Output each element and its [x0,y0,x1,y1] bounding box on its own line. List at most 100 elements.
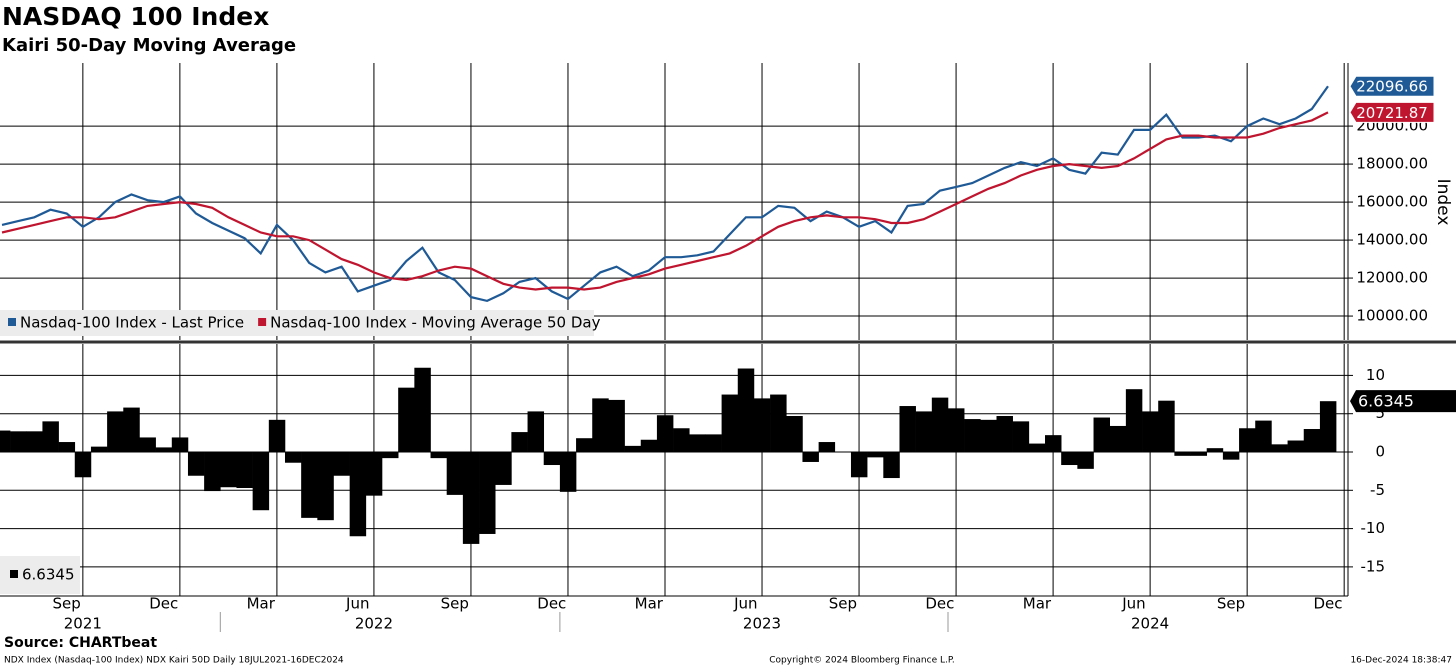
bar [1125,389,1143,452]
last-value-label: 22096.66 [1356,78,1428,96]
x-tick-label: Jun [1121,595,1145,613]
y-tick-label: 10 [1366,366,1385,384]
y-tick-label: 12000.00 [1356,269,1428,287]
bar [899,406,916,452]
bar [527,411,545,452]
bar [1239,428,1256,452]
bar [398,387,415,452]
bar [382,452,399,459]
y-tick-label: 0 [1375,443,1385,461]
bar [1093,417,1110,452]
x-year-label: 2024 [1131,615,1169,633]
legend-swatch [10,570,18,578]
bar [947,408,965,452]
bar [1061,452,1078,466]
bar [236,452,253,488]
y-tick-label: 5 [1375,404,1385,422]
x-tick-label: Jun [345,595,369,613]
bar [721,394,739,452]
bar [624,445,642,452]
bar [737,368,755,452]
x-year-label: 2022 [355,615,393,633]
x-tick-label: Sep [1217,595,1245,613]
bar [252,452,270,511]
bar [204,452,221,492]
bar [1158,400,1175,452]
bar [1222,452,1240,460]
bar [317,452,334,521]
last-value-tag [1349,75,1435,97]
legend-swatch [8,318,16,326]
x-tick-label: Sep [53,595,81,613]
x-tick-label: Dec [1313,595,1342,613]
legend-box [0,310,594,336]
chart-title: NASDAQ 100 Index [2,2,269,31]
legend-swatch [258,318,267,326]
bar [495,452,512,485]
legend-label: Nasdaq-100 Index - Moving Average 50 Day [270,314,600,332]
bar [26,431,43,452]
bar [1174,452,1191,456]
bar [931,397,949,452]
bar [543,452,561,466]
bar [576,438,593,452]
last-value-tag [1350,390,1456,413]
bar [640,439,658,452]
y-tick-label: -5 [1370,481,1385,499]
x-tick-label: Jun [733,595,757,613]
bar [592,398,609,452]
bar [74,452,92,478]
bar [1077,452,1094,469]
bar [980,419,997,452]
bar [365,452,383,496]
bar [139,437,156,452]
bar [1206,448,1224,452]
bar [349,452,367,537]
bar [1012,421,1030,452]
bar [10,431,27,452]
x-tick-label: Mar [247,595,276,613]
bar [1303,429,1321,452]
bar [1045,435,1062,452]
y-tick-label: -15 [1361,557,1386,575]
bar [0,430,11,452]
bar [689,434,706,452]
bar [107,411,124,452]
bar [559,452,577,492]
bar [1287,440,1305,452]
line-series [1,85,1329,303]
bar [268,419,286,452]
x-tick-label: Dec [537,595,566,613]
copyright: Copyright© 2024 Bloomberg Finance L.P. [769,656,954,666]
bar [964,419,981,452]
y-tick-label: 14000.00 [1356,231,1428,249]
bar [1255,420,1272,452]
footer-description: NDX Index (Nasdaq-100 Index) NDX Kairi 5… [4,656,344,666]
bar [1109,425,1127,452]
last-value-label: 20721.87 [1356,104,1428,122]
bar [915,411,933,452]
bar [1190,452,1208,456]
bar [42,421,59,452]
bar [123,407,140,452]
x-tick-label: Mar [1023,595,1052,613]
timestamp: 16-Dec-2024 18:38:47 [1350,656,1452,666]
chart-subtitle: Kairi 50-Day Moving Average [2,35,296,56]
bar [414,367,431,452]
legend-label: 6.6345 [22,566,75,584]
bar [284,452,302,463]
bar [883,452,900,479]
bar [770,394,787,452]
x-year-label: 2021 [64,615,102,633]
bar [867,452,884,458]
bar [58,442,76,452]
y-tick-label: 18000.00 [1356,155,1428,173]
bar [462,452,480,544]
bar [479,452,496,534]
bar [608,399,625,452]
bar [818,442,836,452]
bar [1142,411,1159,452]
bar [786,416,803,452]
bar [996,416,1013,452]
bar [187,452,205,476]
